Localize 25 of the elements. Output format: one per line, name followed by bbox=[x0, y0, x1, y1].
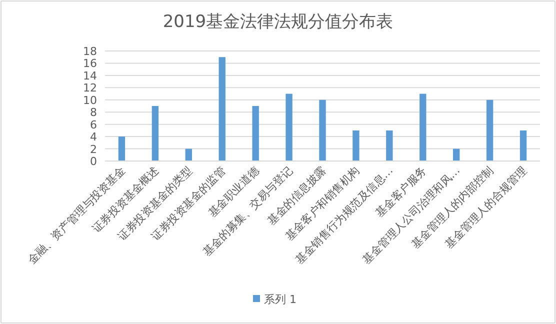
bar bbox=[319, 100, 326, 161]
y-tick-label: 16 bbox=[83, 57, 97, 70]
bar bbox=[386, 130, 393, 161]
bar bbox=[286, 94, 292, 161]
y-tick-label: 4 bbox=[90, 130, 97, 144]
chart-title: 2019基金法律法规分值分布表 bbox=[162, 12, 394, 32]
y-tick-label: 18 bbox=[83, 45, 97, 58]
bar bbox=[420, 94, 426, 161]
bar bbox=[185, 148, 192, 161]
legend-label: 系列 1 bbox=[264, 293, 296, 306]
y-tick-label: 14 bbox=[83, 69, 97, 82]
bar bbox=[118, 136, 126, 161]
bar bbox=[520, 130, 527, 161]
y-tick-label: 12 bbox=[83, 82, 97, 95]
bar bbox=[152, 106, 159, 161]
y-tick-label: 0 bbox=[90, 155, 97, 168]
bar bbox=[453, 148, 460, 161]
y-tick-label: 8 bbox=[90, 106, 97, 120]
bar bbox=[486, 100, 494, 161]
bar bbox=[218, 57, 226, 161]
y-tick-label: 6 bbox=[90, 118, 97, 132]
bar bbox=[252, 106, 259, 161]
y-tick-label: 2 bbox=[90, 142, 97, 156]
y-tick-label: 10 bbox=[83, 94, 97, 107]
bar bbox=[352, 130, 360, 161]
